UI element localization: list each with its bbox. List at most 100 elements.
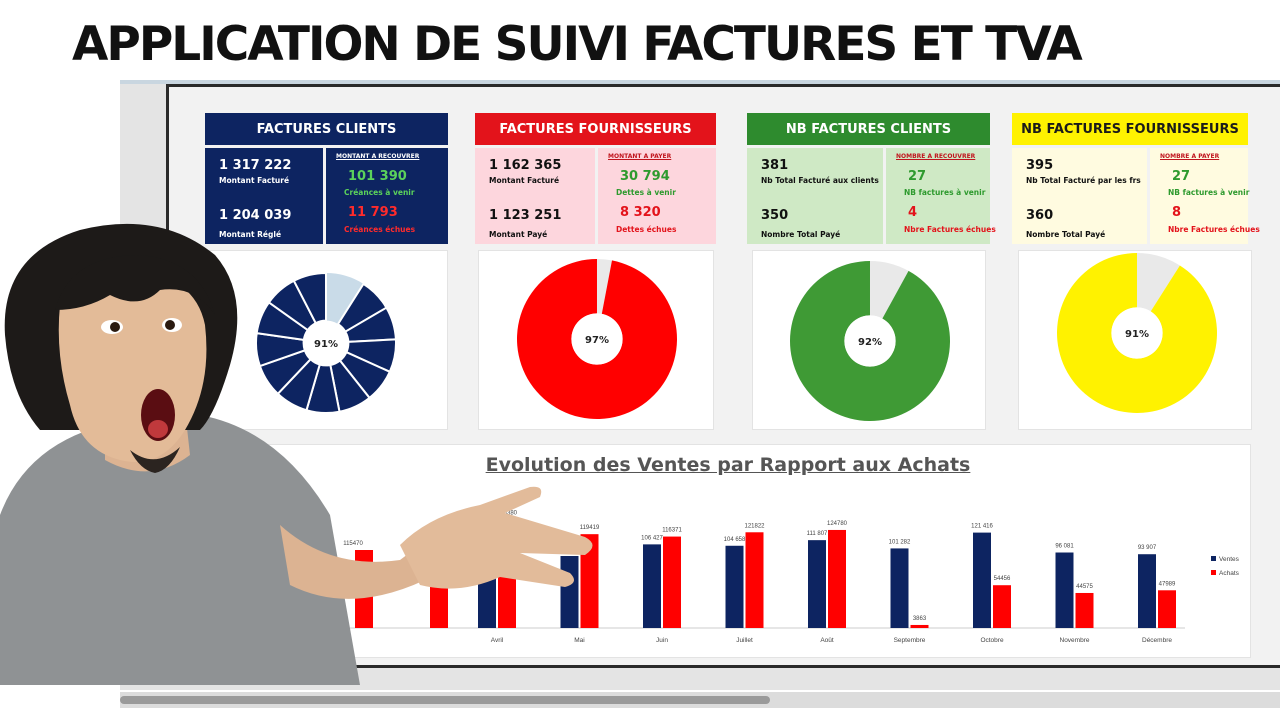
- kpi-value: 27: [908, 169, 927, 184]
- donut-hole: [571, 313, 623, 365]
- bar-ventes: [725, 545, 744, 628]
- donut-filled-slice: [790, 261, 950, 421]
- arm: [280, 525, 425, 599]
- kpi-value: 1 162 365: [489, 158, 562, 173]
- donut-hole: [303, 320, 349, 366]
- donut-chart: 91%: [255, 271, 397, 414]
- kpi-right-heading: MONTANT A RECOUVRER: [336, 153, 420, 160]
- bar-value-label: 54456: [994, 576, 1011, 582]
- kpi-left-panel: 1 162 365 Montant Facturé 1 123 251 Montant…: [475, 148, 595, 244]
- bar-value-label: 3863: [913, 616, 927, 622]
- legend-swatch: [1211, 556, 1216, 561]
- bar-ventes: [808, 540, 826, 628]
- kpi-label: Nbre Factures échues: [1168, 225, 1260, 234]
- legend-label: Achats: [1219, 570, 1240, 577]
- bar-achats: [1075, 592, 1094, 628]
- kpi-label: Nb Total Facturé par les frs: [1026, 176, 1141, 185]
- kpi-card-body: 1 162 365 Montant Facturé 1 123 251 Montant…: [475, 148, 716, 244]
- kpi-card-title: FACTURES FOURNISSEURS: [475, 113, 716, 145]
- bar-value-label: 47989: [1159, 581, 1176, 587]
- bar-value-label: 115470: [343, 541, 363, 547]
- bar-value-label: 116371: [662, 528, 682, 534]
- bar-ventes: [890, 548, 909, 628]
- donut-chart: 91%: [1057, 253, 1217, 413]
- donut-panel: 92%: [752, 250, 986, 430]
- bar-achats: [663, 536, 681, 628]
- kpi-right-panel: NOMBRE A PAYER 27 NB factures à venir 8 Nbre…: [1150, 148, 1260, 244]
- hair-fringe: [55, 255, 215, 315]
- kpi-left-panel: 395 Nb Total Facturé par les frs 360 Nombre…: [1012, 148, 1147, 244]
- donut-percent-label: 97%: [585, 335, 609, 346]
- donut-remaining-slice: [1137, 253, 1180, 312]
- kpi-value: 350: [761, 208, 789, 223]
- beard: [130, 447, 180, 473]
- kpi-right-heading: MONTANT A PAYER: [608, 153, 672, 160]
- scrollbar-thumb[interactable]: [120, 696, 770, 704]
- kpi-label: Nbre Factures échues: [904, 225, 996, 234]
- donut-remaining-slice: [326, 273, 364, 325]
- x-tick-label: Novembre: [1060, 637, 1090, 644]
- kpi-label: Montant Payé: [489, 230, 548, 239]
- donut-hole: [844, 315, 896, 367]
- kpi-value: 1 123 251: [489, 208, 562, 223]
- bar-achats: [745, 532, 764, 628]
- kpi-card-body: 381 Nb Total Facturé aux clients 350 Nombre…: [747, 148, 996, 244]
- right-pupil: [165, 320, 175, 330]
- tongue: [148, 420, 168, 438]
- bar-ventes: [973, 532, 991, 628]
- legend-swatch: [1211, 570, 1216, 575]
- bar-value-label: 44575: [1076, 584, 1093, 590]
- x-tick-label: Mai: [574, 637, 584, 644]
- bar-achats: [1158, 590, 1176, 628]
- kpi-right-panel: MONTANT A PAYER 30 794 Dettes à venir 8 320…: [598, 148, 716, 244]
- x-tick-label: Juillet: [736, 637, 753, 644]
- kpi-label: NB factures à venir: [1168, 188, 1250, 197]
- bar-value-label: 121 416: [971, 524, 993, 530]
- bar-value-label: 119419: [580, 525, 600, 531]
- kpi-value: 27: [1172, 169, 1191, 184]
- donut-percent-label: 91%: [314, 339, 338, 350]
- bar-value-label: 104 658: [724, 537, 746, 543]
- kpi-label: Montant Facturé: [489, 176, 560, 185]
- bar-value-label: 111 807: [807, 531, 828, 537]
- kpi-right-heading: NOMBRE A RECOUVRER: [896, 153, 976, 160]
- kpi-label: Dettes à venir: [616, 188, 676, 197]
- kpi-card-body: 1 317 222 Montant Facturé 1 204 039 Montant…: [205, 148, 448, 244]
- kpi-label: Dettes échues: [616, 225, 677, 234]
- kpi-right-heading: NOMBRE A PAYER: [1160, 153, 1220, 160]
- donut-remaining-slice: [870, 261, 909, 319]
- kpi-right-panel: NOMBRE A RECOUVRER 27 NB factures à venir 4…: [886, 148, 996, 244]
- bar-value-label: 106 427: [641, 535, 663, 541]
- hand: [400, 486, 593, 589]
- kpi-value: 1 317 222: [219, 158, 292, 173]
- kpi-value: 8 320: [620, 205, 661, 220]
- bar-achats: [993, 585, 1011, 628]
- donut-remaining-slice: [597, 259, 612, 314]
- kpi-value: 360: [1026, 208, 1054, 223]
- chart-title: Evolution des Ventes par Rapport aux Ach…: [485, 454, 971, 476]
- kpi-card-title: NB FACTURES CLIENTS: [747, 113, 990, 145]
- bar-value-label: 93 907: [1138, 545, 1157, 551]
- donut-filled-slice: [1057, 253, 1217, 413]
- kpi-label: Créances échues: [344, 225, 416, 234]
- x-tick-label: Septembre: [894, 637, 926, 644]
- left-pupil: [110, 322, 120, 332]
- bar-value-label: 96 081: [1055, 544, 1074, 550]
- kpi-value: 11 793: [348, 205, 398, 220]
- donut-panel: 91%: [205, 250, 448, 430]
- donut-panel: 91%: [1018, 250, 1252, 430]
- x-tick-label: Avril: [491, 637, 504, 644]
- video-headline: APPLICATION DE SUIVI FACTURES ET TVA: [72, 17, 1083, 72]
- donut-panel: 97%: [478, 250, 714, 430]
- kpi-left-panel: 381 Nb Total Facturé aux clients 350 Nombre…: [747, 148, 883, 244]
- kpi-value: 1 204 039: [219, 208, 292, 223]
- donut-chart: 92%: [790, 261, 950, 421]
- bar-value-label: 124780: [827, 521, 848, 527]
- kpi-label: NB factures à venir: [904, 188, 986, 197]
- kpi-right-panel: MONTANT A RECOUVRER 101 390 Créances à ven…: [326, 148, 448, 244]
- bar-value-label: 121822: [744, 523, 765, 529]
- kpi-value: 381: [761, 158, 789, 173]
- bar-achats: [828, 529, 846, 628]
- donut-percent-label: 92%: [858, 337, 882, 348]
- x-tick-label: Décembre: [1142, 637, 1172, 644]
